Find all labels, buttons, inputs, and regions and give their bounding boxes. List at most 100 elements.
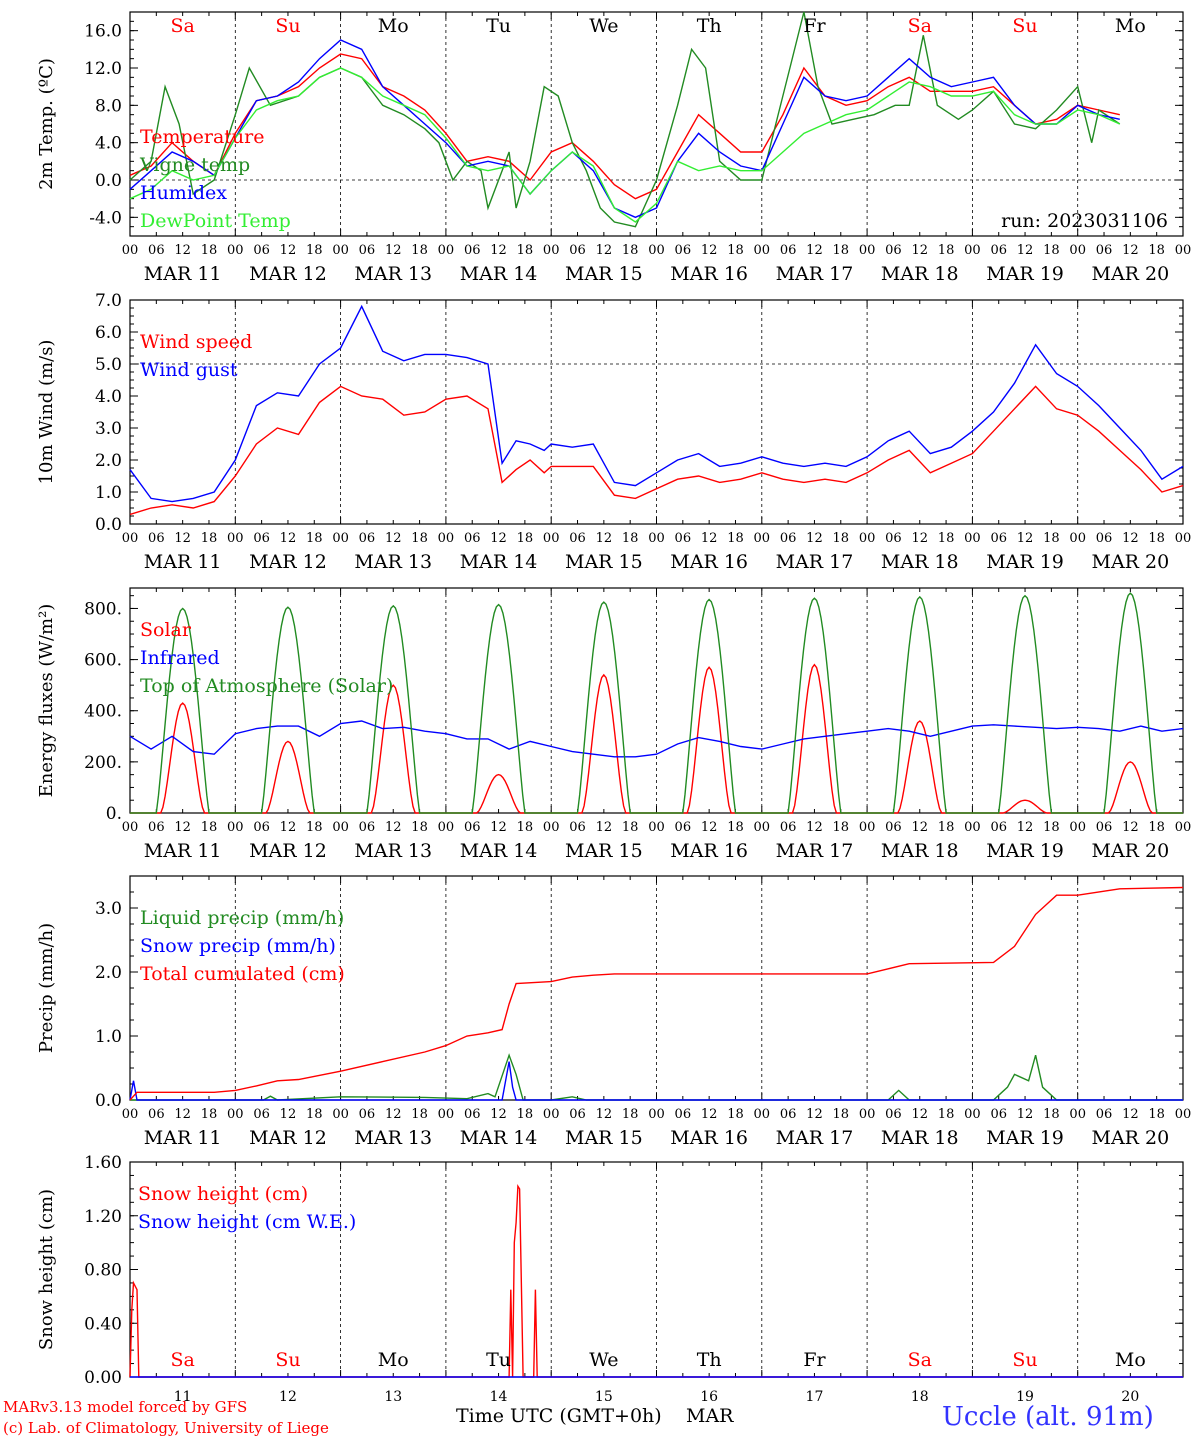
weekday-label: Mo	[1115, 1349, 1146, 1371]
y-tick-label: 3.0	[95, 419, 122, 439]
plot-frame-3	[129, 587, 1184, 814]
y-tick-label: 0.80	[84, 1261, 122, 1281]
y-tick-label: 4.0	[95, 134, 122, 154]
hour-tick-label: 06	[675, 820, 692, 835]
hour-tick-label: 00	[543, 1107, 560, 1122]
date-label: MAR 14	[460, 1127, 538, 1149]
lab-credit: (c) Lab. of Climatology, University of L…	[3, 1419, 329, 1437]
y-tick-label: 2.0	[95, 451, 122, 471]
hour-tick-label: 06	[990, 531, 1007, 546]
y-tick-label: 600.	[84, 651, 122, 671]
hour-tick-label: 00	[227, 243, 244, 258]
hour-tick-label: 06	[780, 820, 797, 835]
station-name: Uccle (alt. 91m)	[942, 1402, 1154, 1432]
weekday-label: Tu	[486, 15, 511, 37]
model-credit: MARv3.13 model forced by GFS	[3, 1398, 248, 1416]
hour-tick-label: 18	[201, 820, 218, 835]
hour-tick-label: 18	[1148, 531, 1165, 546]
hour-tick-label: 12	[490, 243, 507, 258]
hour-tick-label: 06	[1096, 1107, 1113, 1122]
hour-tick-label: 12	[385, 1107, 402, 1122]
y-tick-label: 16.0	[84, 22, 122, 42]
hour-tick-label: 06	[253, 820, 270, 835]
hour-tick-label: 12	[596, 820, 613, 835]
series-line-temperature	[129, 53, 1120, 200]
hour-tick-label: 06	[885, 820, 902, 835]
hour-tick-label: 06	[990, 820, 1007, 835]
hour-tick-label: 12	[490, 531, 507, 546]
y-tick-label: 0.00	[84, 1368, 122, 1388]
hour-tick-label: 12	[1122, 531, 1139, 546]
hour-tick-label: 18	[306, 531, 323, 546]
y-tick-label: 7.0	[95, 291, 122, 311]
hour-tick-label: 12	[1017, 243, 1034, 258]
series-line-humidex	[129, 39, 1120, 219]
x-axis-month: MAR	[686, 1405, 734, 1427]
hour-tick-label: 18	[833, 531, 850, 546]
legend-entry: DewPoint Temp	[140, 210, 291, 232]
bottom-date-label: 20	[1121, 1389, 1139, 1405]
hour-tick-label: 00	[648, 243, 665, 258]
bottom-date-label: 19	[1016, 1389, 1034, 1405]
hour-tick-label: 12	[596, 1107, 613, 1122]
hour-tick-label: 18	[411, 820, 428, 835]
hour-tick-label: 12	[280, 820, 297, 835]
bottom-date-label: 11	[174, 1389, 192, 1405]
hour-tick-label: 18	[1148, 1107, 1165, 1122]
hour-tick-label: 18	[306, 1107, 323, 1122]
hour-tick-label: 18	[938, 820, 955, 835]
hour-tick-label: 00	[859, 820, 876, 835]
hour-tick-label: 00	[754, 820, 771, 835]
weekday-label: Sa	[908, 15, 932, 37]
weekday-label: Sa	[170, 1349, 194, 1371]
hour-tick-label: 12	[911, 820, 928, 835]
hour-tick-label: 06	[675, 531, 692, 546]
weekday-label: We	[589, 15, 618, 37]
weekday-label: Sa	[170, 15, 194, 37]
legend-entry: Snow height (cm)	[138, 1183, 308, 1205]
hour-tick-label: 00	[543, 243, 560, 258]
date-label: MAR 15	[565, 263, 643, 285]
hour-tick-label: 06	[1096, 243, 1113, 258]
date-label: MAR 12	[249, 1127, 327, 1149]
series-line-wind-gust	[129, 304, 1184, 503]
hour-tick-label: 12	[385, 243, 402, 258]
date-label: MAR 17	[776, 1127, 854, 1149]
hour-tick-label: 12	[1017, 820, 1034, 835]
hour-tick-label: 18	[306, 820, 323, 835]
date-label: MAR 19	[986, 263, 1064, 285]
legend-entry: Snow height (cm W.E.)	[138, 1211, 356, 1233]
y-tick-label: 0.40	[84, 1314, 122, 1334]
hour-tick-label: 06	[569, 243, 586, 258]
hour-tick-label: 12	[1122, 820, 1139, 835]
legend-entry: Total cumulated (cm)	[140, 963, 345, 985]
date-label: MAR 11	[144, 840, 222, 862]
y-tick-label: 2.0	[95, 963, 122, 983]
hour-tick-label: 06	[990, 243, 1007, 258]
weekday-label: Mo	[378, 1349, 409, 1371]
hour-tick-label: 00	[754, 531, 771, 546]
y-tick-label: 8.0	[95, 96, 122, 116]
weekday-label: Th	[697, 15, 722, 37]
date-label: MAR 13	[354, 1127, 432, 1149]
weekday-label: We	[589, 1349, 618, 1371]
date-label: MAR 11	[144, 551, 222, 573]
hour-tick-label: 12	[490, 1107, 507, 1122]
hour-tick-label: 18	[727, 243, 744, 258]
hour-tick-label: 00	[1175, 243, 1192, 258]
hour-tick-label: 00	[648, 820, 665, 835]
hour-tick-label: 12	[174, 1107, 191, 1122]
y-tick-label: -4.0	[89, 208, 122, 228]
hour-tick-label: 12	[1017, 1107, 1034, 1122]
weekday-label: Tu	[486, 1349, 511, 1371]
hour-tick-label: 18	[411, 243, 428, 258]
date-label: MAR 12	[249, 263, 327, 285]
hour-tick-label: 00	[1175, 820, 1192, 835]
hour-tick-label: 12	[174, 243, 191, 258]
hour-tick-label: 00	[227, 820, 244, 835]
hour-tick-label: 00	[964, 820, 981, 835]
hour-tick-label: 18	[411, 1107, 428, 1122]
hour-tick-label: 12	[701, 531, 718, 546]
date-label: MAR 12	[249, 551, 327, 573]
hour-tick-label: 06	[569, 1107, 586, 1122]
